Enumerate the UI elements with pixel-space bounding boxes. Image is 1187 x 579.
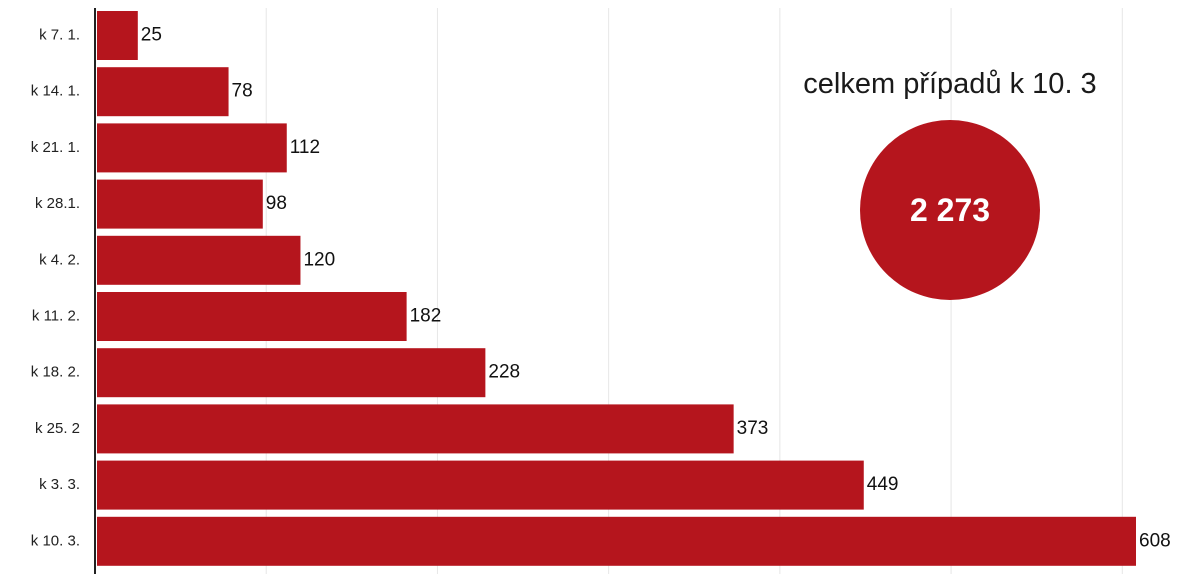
bar-8 [97,404,734,454]
summary-value: 2 273 [909,191,991,228]
bar-value-label: 112 [290,137,320,158]
category-tick-label: k 21. 1. [31,139,80,156]
bar-value-label: 78 [232,81,253,102]
bar-6 [97,292,407,341]
bar-5 [97,235,301,285]
category-tick-label: k 18. 2. [31,364,80,381]
bar-9 [97,460,864,510]
bar-value-label: 449 [867,474,899,495]
bar-10 [97,516,1136,566]
category-tick-label: k 3. 3. [39,476,80,493]
bar-value-label: 98 [266,193,287,214]
bars [97,11,1136,566]
bar-4 [97,179,263,229]
bar-value-label: 608 [1139,530,1171,551]
summary-circle: 2 273 [860,120,1040,300]
category-tick-labels: k 7. 1. k 14. 1. k 21. 1. k 28.1. k 4. 2. k 1… [31,26,80,549]
bar-value-label: 120 [303,249,335,270]
bar-3 [97,123,287,173]
category-tick-label: k 25. 2 [35,420,80,437]
bar-value-label: 228 [488,362,520,383]
category-tick-label: k 14. 1. [31,83,80,100]
summary-label: celkem případů k 10. 3 [803,68,1097,100]
bar-7 [97,348,486,398]
bar-value-label: 373 [737,418,769,439]
bar-1 [97,11,138,60]
category-tick-label: k 4. 2. [39,251,80,268]
value-labels: 25 78 112 98 120 182 228 373 449 608 [141,25,1171,552]
bar-2 [97,67,229,117]
category-tick-label: k 10. 3. [31,532,80,549]
category-tick-label: k 28.1. [35,195,80,212]
bar-value-label: 25 [141,25,162,46]
category-tick-label: k 7. 1. [39,26,80,43]
bar-value-label: 182 [410,306,442,327]
category-tick-label: k 11. 2. [32,307,80,324]
